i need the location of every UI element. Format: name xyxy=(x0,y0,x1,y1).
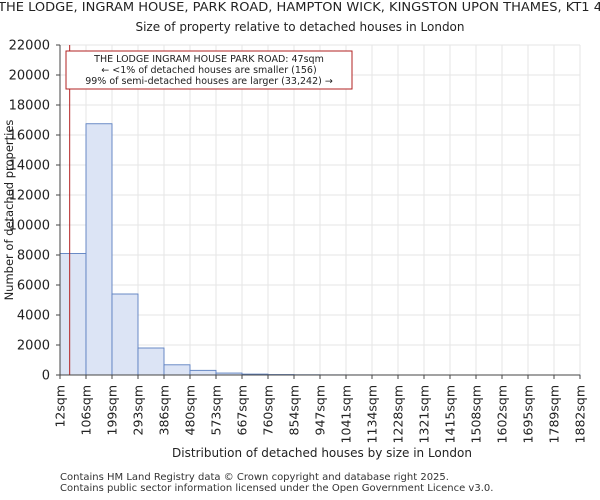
y-tick-labels: 0 2000 4000 6000 8000 10000 12000 14000 16000 180… xyxy=(9,39,60,384)
y-tick-label-0: 0 xyxy=(42,369,50,384)
x-tick-label-0: 12sqm xyxy=(53,385,68,428)
x-tick-label-4: 386sqm xyxy=(157,385,172,435)
x-tick-label-13: 1228sqm xyxy=(391,385,406,443)
y-tick-label-10: 20000 xyxy=(9,69,50,84)
y-tick-label-2: 4000 xyxy=(17,309,50,324)
x-tick-label-19: 1789sqm xyxy=(547,385,562,443)
bar-4 xyxy=(163,364,191,376)
x-tick-labels: 12sqm 106sqm 199sqm 293sqm 386sqm 480sqm 573sq… xyxy=(53,375,588,443)
y-tick-label-1: 2000 xyxy=(17,339,50,354)
x-tick-label-7: 667sqm xyxy=(235,385,250,435)
bar-3 xyxy=(137,347,165,376)
x-tick-label-17: 1602sqm xyxy=(495,385,510,443)
x-tick-label-14: 1321sqm xyxy=(417,385,432,443)
x-tick-label-11: 1041sqm xyxy=(339,385,354,443)
y-tick-label-3: 6000 xyxy=(17,279,50,294)
annotation-line-1: THE LODGE INGRAM HOUSE PARK ROAD: 47sqm xyxy=(93,54,324,65)
x-tick-label-5: 480sqm xyxy=(183,385,198,435)
y-tick-label-9: 18000 xyxy=(9,99,50,114)
x-axis-label: Distribution of detached houses by size … xyxy=(172,446,472,460)
y-tick-label-6: 12000 xyxy=(9,189,50,204)
bar-2 xyxy=(111,293,139,376)
x-tick-label-10: 947sqm xyxy=(313,385,328,435)
x-tick-label-1: 106sqm xyxy=(79,385,94,435)
y-tick-label-4: 8000 xyxy=(17,249,50,264)
annotation-box: THE LODGE INGRAM HOUSE PARK ROAD: 47sqm … xyxy=(65,50,353,90)
bars xyxy=(59,123,581,376)
footer-copyright: Contains HM Land Registry data © Crown c… xyxy=(60,472,449,483)
bar-5 xyxy=(189,369,217,376)
bar-0 xyxy=(59,253,87,376)
y-tick-label-11: 22000 xyxy=(9,39,50,54)
annotation-line-3: 99% of semi-detached houses are larger (… xyxy=(85,76,333,87)
y-tick-label-5: 10000 xyxy=(9,219,50,234)
x-tick-label-16: 1508sqm xyxy=(469,385,484,443)
x-tick-label-20: 1882sqm xyxy=(573,385,588,443)
annotation-line-2: ← <1% of detached houses are smaller (15… xyxy=(101,65,316,76)
y-tick-label-8: 16000 xyxy=(9,129,50,144)
x-tick-label-18: 1695sqm xyxy=(521,385,536,443)
x-tick-label-15: 1415sqm xyxy=(443,385,458,443)
chart-title: THE LODGE, INGRAM HOUSE, PARK ROAD, HAMP… xyxy=(0,0,600,14)
y-axis-label: Number of detached properties xyxy=(2,120,16,301)
chart-subtitle: Size of property relative to detached ho… xyxy=(135,20,464,34)
x-tick-label-3: 293sqm xyxy=(131,385,146,435)
footer-licence: Contains public sector information licen… xyxy=(60,483,494,494)
x-tick-label-2: 199sqm xyxy=(105,385,120,435)
bar-1 xyxy=(85,123,113,376)
x-tick-label-12: 1134sqm xyxy=(365,385,380,443)
x-tick-label-8: 760sqm xyxy=(261,385,276,435)
x-tick-label-9: 854sqm xyxy=(287,385,302,435)
y-tick-label-7: 14000 xyxy=(9,159,50,174)
x-tick-label-6: 573sqm xyxy=(209,385,224,435)
